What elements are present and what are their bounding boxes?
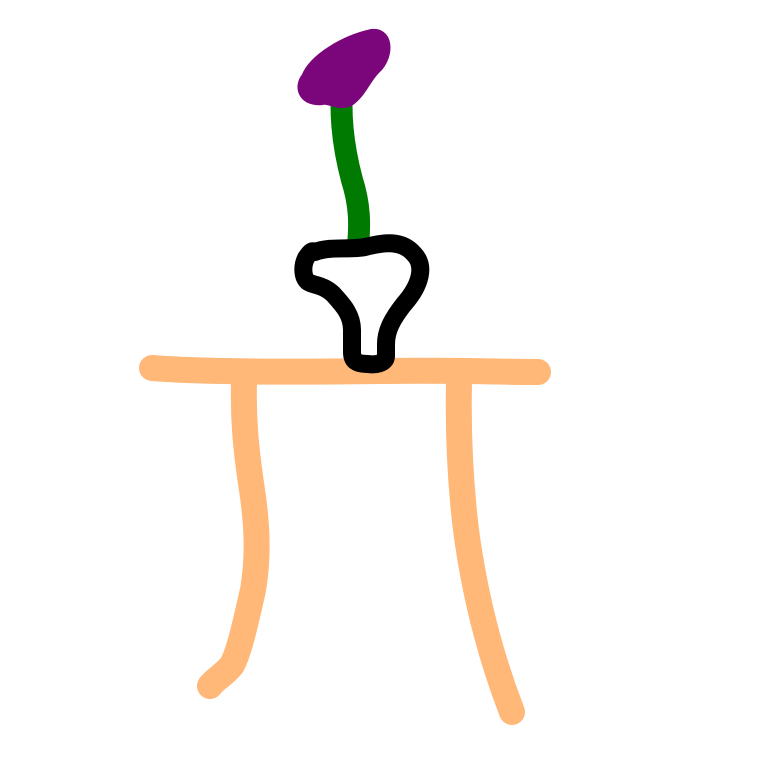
table-left-leg: [197, 369, 270, 699]
flower-head: [297, 29, 391, 109]
vase: [294, 234, 430, 374]
table-right-leg: [445, 369, 525, 725]
flower-stem: [330, 79, 371, 256]
table-top: [139, 355, 551, 385]
table: [139, 355, 551, 725]
